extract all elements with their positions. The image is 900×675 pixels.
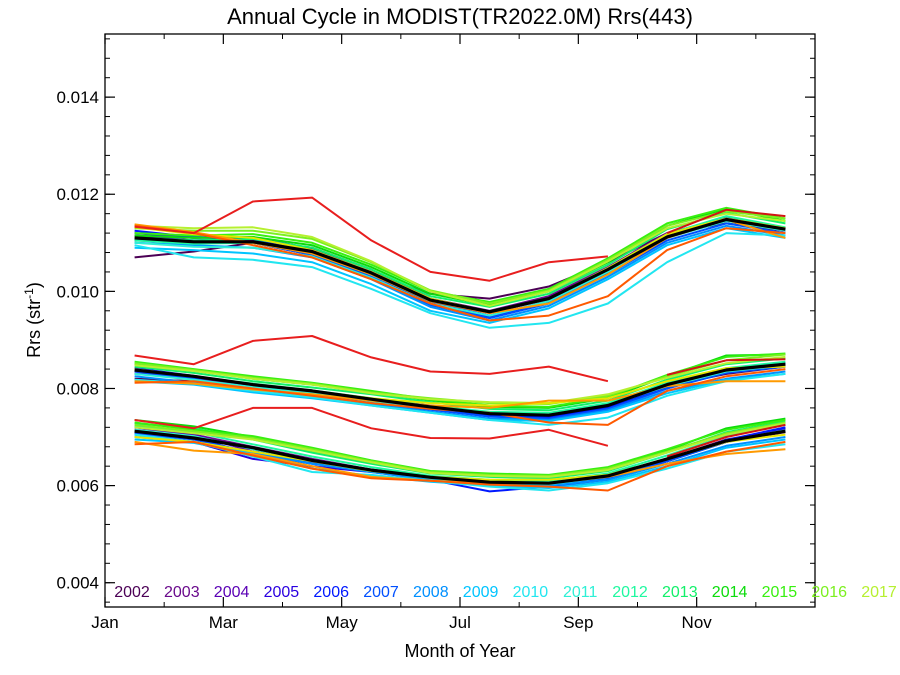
series-line-unlabeled-upper xyxy=(666,208,786,235)
y-axis-label: Rrs (str-1) xyxy=(22,282,44,358)
y-tick-label: 0.010 xyxy=(56,282,99,301)
series-line-2010-middle xyxy=(134,372,786,426)
legend-item-2016: 2016 xyxy=(811,584,847,601)
legend-item-2007: 2007 xyxy=(363,584,399,601)
legend-item-2006: 2006 xyxy=(313,584,349,601)
legend-item-2015: 2015 xyxy=(762,584,798,601)
series-line-2015-lower xyxy=(134,419,786,476)
x-tick-label: Jul xyxy=(449,613,471,632)
y-tick-label: 0.006 xyxy=(56,477,99,496)
series-line-mean-upper xyxy=(134,217,786,314)
y-tick-labels: 0.004 0.006 0.008 0.010 0.012 0.014 xyxy=(56,88,99,593)
axis-ticks xyxy=(104,34,815,607)
series-line-unlabeled-middle xyxy=(666,358,786,376)
series-line-2017-upper xyxy=(134,212,786,307)
legend-item-2017: 2017 xyxy=(861,584,897,601)
series-lines xyxy=(134,196,786,493)
x-tick-label: May xyxy=(326,613,359,632)
legend: 2002 2003 2004 2005 2006 2007 2008 2009 2010 2011… xyxy=(114,584,897,601)
x-axis-label: Month of Year xyxy=(404,641,515,661)
series-line-mean-lower xyxy=(134,429,786,485)
y-axis-label-main: Rrs (str xyxy=(24,299,44,358)
y-tick-label: 0.012 xyxy=(56,185,99,204)
series-line-unlabeled-middle xyxy=(134,380,786,409)
y-axis-label-close: ) xyxy=(24,282,44,288)
x-tick-label: Nov xyxy=(682,613,713,632)
series-line-2015-upper xyxy=(134,206,786,303)
legend-item-2005: 2005 xyxy=(264,584,300,601)
series-line-2016-upper xyxy=(134,210,786,305)
legend-item-2012: 2012 xyxy=(612,584,648,601)
series-line-2009-upper xyxy=(134,227,786,324)
series-line-unlabeled-middle xyxy=(134,335,609,383)
legend-item-2004: 2004 xyxy=(214,584,250,601)
series-line-2017-lower xyxy=(134,422,786,478)
series-line-2017-middle xyxy=(134,355,786,405)
series-line-unlabeled-lower xyxy=(134,440,786,492)
series-line-2010-upper xyxy=(134,232,786,329)
legend-item-2002: 2002 xyxy=(114,584,150,601)
legend-item-2010: 2010 xyxy=(513,584,549,601)
x-tick-label: Jan xyxy=(91,613,118,632)
x-tick-labels: Jan Mar May Jul Sep Nov xyxy=(91,613,712,632)
series-line-2013-middle xyxy=(134,357,786,412)
x-tick-label: Sep xyxy=(563,613,593,632)
y-axis-label-superscript: -1 xyxy=(22,288,36,299)
legend-item-2014: 2014 xyxy=(712,584,748,601)
series-line-unlabeled-upper xyxy=(134,196,608,282)
legend-item-2013: 2013 xyxy=(662,584,698,601)
legend-item-2003: 2003 xyxy=(164,584,200,601)
chart-title: Annual Cycle in MODIST(TR2022.0M) Rrs(44… xyxy=(227,4,693,29)
legend-item-2009: 2009 xyxy=(463,584,499,601)
legend-item-2008: 2008 xyxy=(413,584,449,601)
series-line-unlabeled-lower xyxy=(666,423,786,458)
y-tick-label: 0.014 xyxy=(56,88,99,107)
y-tick-label: 0.004 xyxy=(56,574,99,593)
legend-item-2011: 2011 xyxy=(563,584,598,601)
series-line-mean-middle xyxy=(134,362,786,417)
series-line-unlabeled-lower xyxy=(134,406,609,447)
y-tick-label: 0.008 xyxy=(56,379,99,398)
x-tick-label: Mar xyxy=(209,613,239,632)
